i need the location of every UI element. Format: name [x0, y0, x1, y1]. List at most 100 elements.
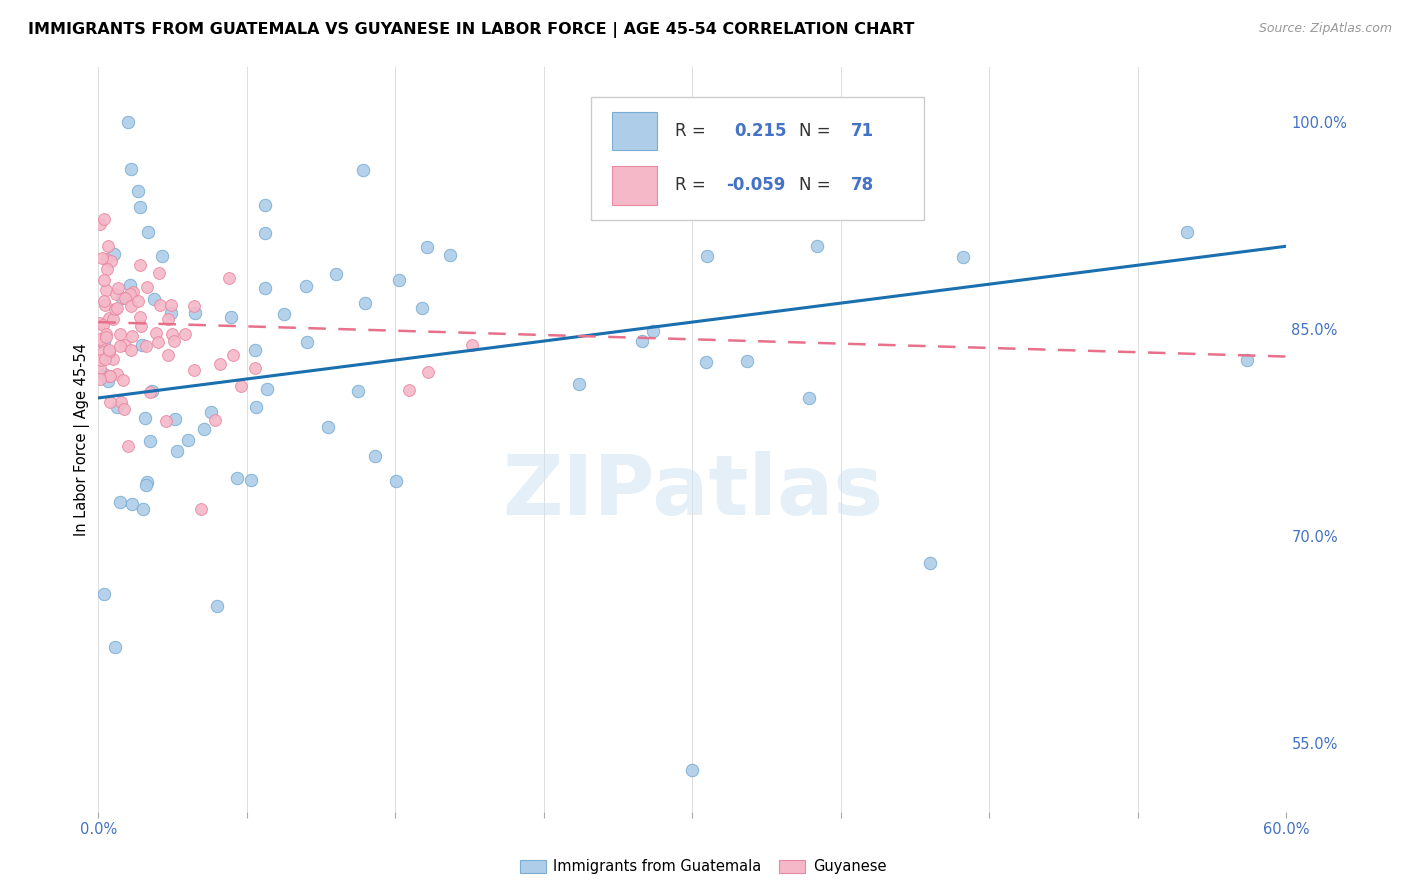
Point	[325, 267, 347, 281]
Point	[240, 473, 263, 487]
Point	[146, 334, 169, 349]
Point	[145, 326, 167, 341]
Point	[129, 201, 152, 215]
Point	[920, 557, 942, 571]
Bar	[612, 166, 657, 204]
Point	[120, 299, 142, 313]
Point	[104, 286, 127, 301]
Point	[221, 348, 243, 362]
Point	[229, 379, 252, 393]
Point	[100, 253, 122, 268]
Point	[89, 372, 111, 386]
Point	[129, 318, 152, 333]
Point	[104, 640, 127, 655]
Point	[105, 401, 128, 415]
Point	[112, 373, 135, 387]
Point	[352, 162, 374, 177]
Point	[108, 495, 131, 509]
Point	[89, 316, 111, 330]
Point	[737, 354, 759, 368]
Point	[91, 251, 114, 265]
Bar	[612, 112, 657, 151]
Point	[256, 382, 278, 396]
Point	[93, 351, 115, 366]
Text: R =: R =	[675, 122, 706, 140]
Point	[439, 248, 461, 262]
Point	[416, 239, 439, 253]
Point	[163, 334, 186, 348]
Point	[104, 302, 127, 317]
Point	[93, 293, 115, 308]
Point	[160, 306, 183, 320]
Point	[160, 298, 183, 312]
Text: Source: ZipAtlas.com: Source: ZipAtlas.com	[1258, 22, 1392, 36]
Point	[162, 326, 184, 341]
Point	[127, 184, 149, 198]
Point	[107, 280, 129, 294]
Text: 78: 78	[851, 177, 873, 194]
Point	[98, 369, 121, 384]
Point	[132, 502, 155, 516]
Point	[790, 150, 813, 164]
Point	[135, 475, 157, 489]
Point	[173, 326, 195, 341]
Point	[346, 384, 368, 399]
Point	[204, 412, 226, 426]
Point	[193, 422, 215, 436]
Point	[183, 363, 205, 377]
FancyBboxPatch shape	[592, 96, 924, 219]
Point	[243, 343, 266, 358]
Point	[316, 419, 339, 434]
Point	[97, 344, 120, 359]
Point	[295, 279, 318, 293]
Point	[148, 266, 170, 280]
Point	[105, 367, 128, 381]
Point	[131, 338, 153, 352]
Point	[93, 587, 115, 601]
Point	[97, 343, 120, 358]
Point	[120, 343, 142, 357]
Point	[139, 434, 162, 449]
Point	[218, 271, 240, 285]
Point	[695, 355, 717, 369]
Point	[156, 312, 179, 326]
Text: IMMIGRANTS FROM GUATEMALA VS GUYANESE IN LABOR FORCE | AGE 45-54 CORRELATION CHA: IMMIGRANTS FROM GUATEMALA VS GUYANESE IN…	[28, 22, 914, 38]
Point	[129, 258, 152, 272]
Point	[90, 334, 112, 348]
Point	[127, 294, 149, 309]
Point	[98, 368, 121, 383]
Text: 71: 71	[851, 122, 873, 140]
Point	[388, 273, 411, 287]
Point	[141, 384, 163, 399]
Point	[93, 336, 115, 351]
Text: ZIPatlas: ZIPatlas	[502, 451, 883, 532]
Point	[156, 348, 179, 362]
Point	[245, 401, 267, 415]
Point	[134, 411, 156, 425]
Point	[117, 115, 139, 129]
Point	[110, 339, 132, 353]
Point	[149, 298, 172, 312]
Point	[398, 383, 420, 397]
Point	[91, 318, 114, 333]
Point	[117, 439, 139, 453]
Point	[696, 249, 718, 263]
Point	[120, 287, 142, 301]
Point	[155, 414, 177, 428]
Point	[183, 299, 205, 313]
Point	[111, 291, 134, 305]
Point	[243, 361, 266, 376]
Point	[98, 395, 121, 409]
Point	[90, 352, 112, 367]
Point	[118, 277, 141, 292]
Point	[797, 391, 820, 405]
Point	[190, 502, 212, 516]
Point	[806, 238, 828, 252]
Point	[385, 474, 408, 488]
Point	[120, 161, 142, 176]
Point	[135, 478, 157, 492]
Point	[681, 764, 703, 778]
Point	[101, 351, 124, 366]
Point	[295, 335, 318, 350]
Point	[110, 395, 132, 409]
